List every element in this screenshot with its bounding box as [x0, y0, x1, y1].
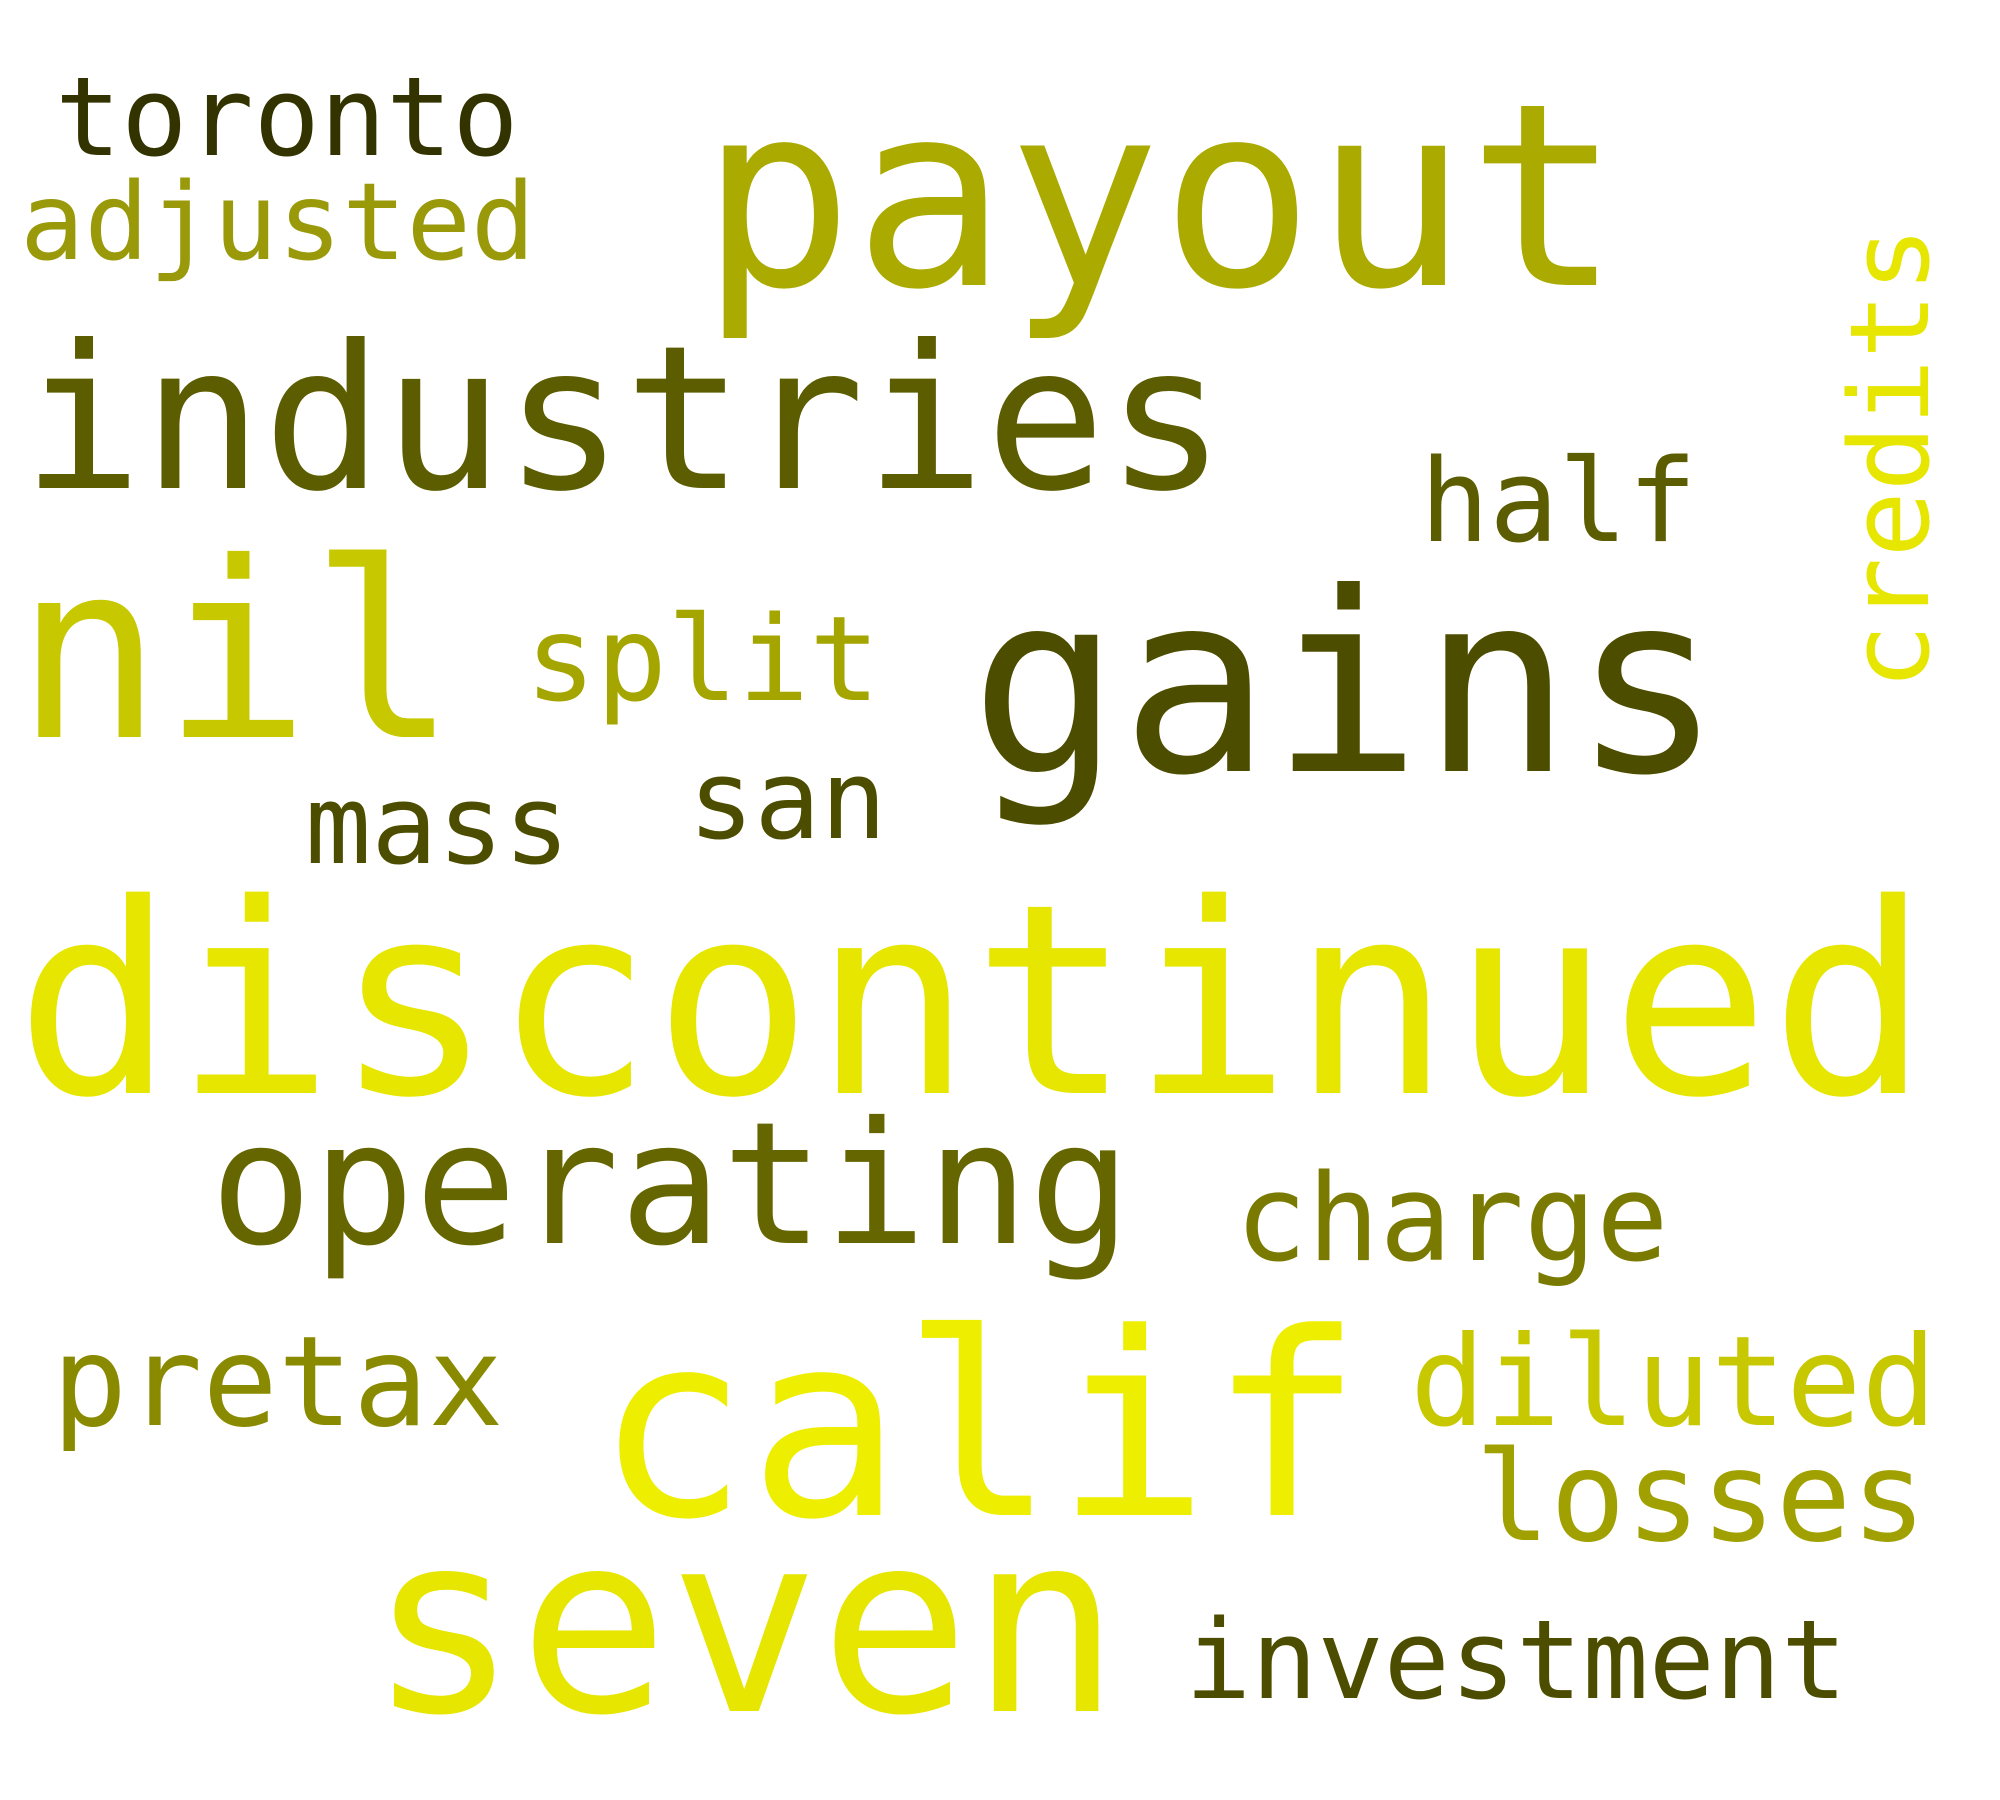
word-adjusted: adjusted [20, 161, 536, 285]
word-payout: payout [700, 49, 1622, 346]
word-pretax: pretax [52, 1310, 504, 1455]
word-seven: seven [368, 1479, 1121, 1770]
word-industries: industries [22, 303, 1227, 536]
word-credits: credits [1826, 226, 1954, 690]
word-investment: investment [1185, 1596, 1848, 1724]
word-calif: calif [595, 1279, 1363, 1576]
word-toronto: toronto [55, 53, 519, 181]
word-half: half [1420, 435, 1697, 569]
word-diluted: diluted [1410, 1310, 1937, 1455]
word-mass: mass [305, 761, 570, 889]
word-operating: operating [210, 1086, 1132, 1284]
word-charge: charge [1235, 1150, 1669, 1289]
word-nil: nil [15, 510, 458, 795]
word-discontinued: discontinued [15, 848, 1930, 1156]
word-split: split [525, 590, 881, 728]
word-losses: losses [1475, 1425, 1927, 1570]
word-gains: gains [970, 539, 1723, 830]
word-san: san [688, 736, 887, 864]
